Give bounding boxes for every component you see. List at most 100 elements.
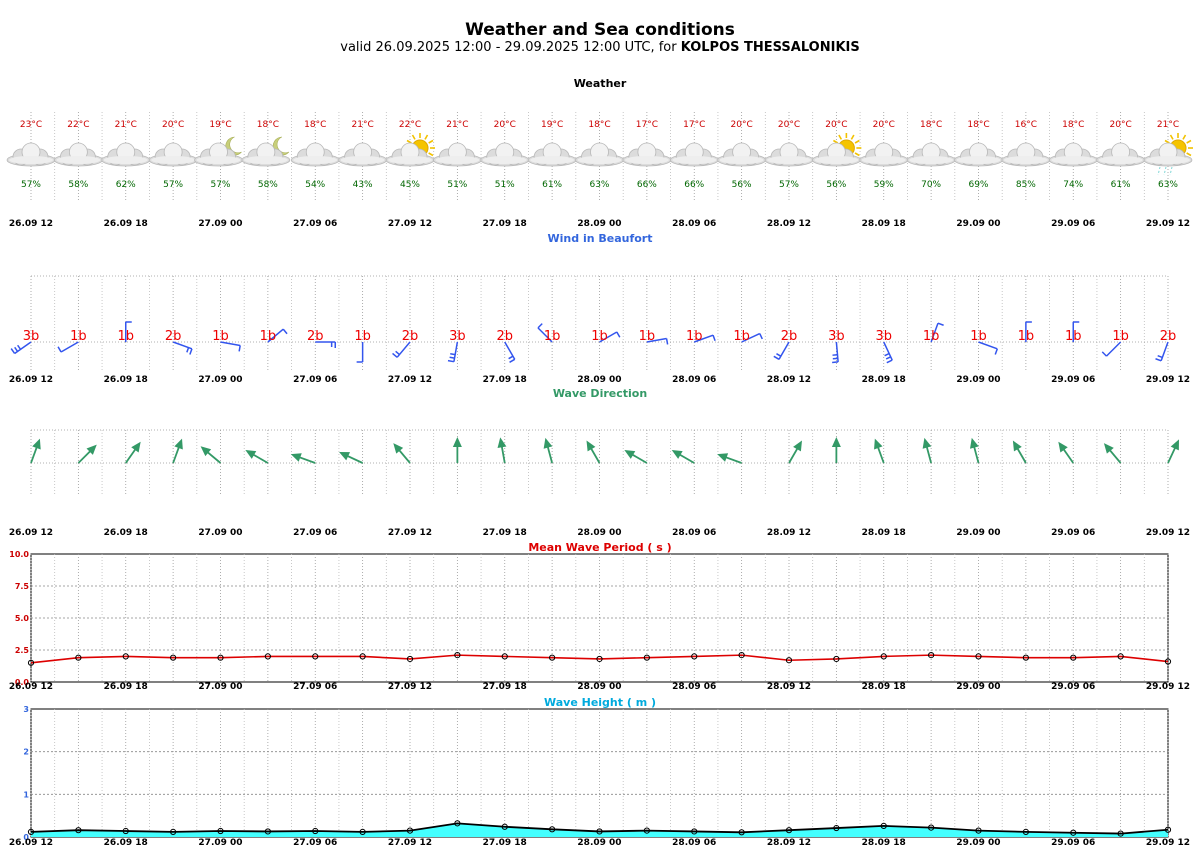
cloud-icon — [53, 142, 103, 167]
time-tick-label: 27.09 00 — [198, 528, 242, 538]
time-tick-label: 27.09 12 — [388, 682, 432, 692]
wave-direction-arrow — [125, 441, 141, 464]
humidity-label: 57% — [210, 180, 230, 190]
time-tick-label: 29.09 00 — [956, 219, 1000, 229]
time-tick-label: 28.09 18 — [862, 528, 906, 538]
time-tick-label: 28.09 06 — [672, 219, 716, 229]
data-point — [122, 827, 129, 835]
wind-barb — [741, 332, 763, 343]
time-tick-label: 28.09 00 — [577, 219, 621, 229]
data-point — [1164, 826, 1172, 833]
time-tick-label: 27.09 06 — [293, 219, 337, 229]
beaufort-label: 3b — [828, 329, 845, 344]
data-point — [27, 828, 35, 835]
weather-title: Weather — [574, 77, 627, 90]
y-tick-label: 10.0 — [9, 550, 29, 559]
y-tick-label: 0.0 — [15, 678, 30, 687]
data-point — [264, 653, 271, 660]
cloud-icon — [669, 142, 719, 167]
humidity-label: 59% — [874, 180, 894, 190]
beaufort-label: 1b — [639, 329, 656, 344]
time-tick-label: 28.09 12 — [767, 219, 811, 229]
wind-barb — [930, 322, 944, 343]
wave-direction-arrow — [624, 450, 648, 464]
time-tick-label: 26.09 12 — [9, 375, 53, 385]
beaufort-label: 1b — [923, 329, 940, 344]
location-name: KOLPOS THESSALONIKIS — [680, 40, 860, 55]
time-tick-label: 28.09 18 — [862, 682, 906, 692]
series-line — [30, 822, 1169, 835]
time-tick-label: 29.09 06 — [1051, 219, 1095, 229]
humidity-label: 56% — [732, 180, 752, 190]
y-tick-label: 0 — [23, 833, 29, 842]
temperature-label: 19°C — [209, 120, 231, 130]
temperature-label: 18°C — [967, 120, 989, 130]
time-tick-label: 29.09 00 — [956, 528, 1000, 538]
data-point — [75, 654, 82, 661]
wave-direction-arrow — [970, 437, 980, 464]
data-point — [312, 827, 319, 835]
time-tick-label: 27.09 06 — [293, 682, 337, 692]
humidity-label: 58% — [258, 180, 278, 190]
time-tick-label: 27.09 18 — [483, 219, 527, 229]
temperature-label: 21°C — [115, 120, 137, 130]
cloud-icon — [432, 142, 482, 167]
cloud-icon — [906, 142, 956, 167]
temperature-label: 20°C — [162, 120, 184, 130]
sun-cloud-icon — [385, 133, 435, 167]
time-tick-label: 26.09 18 — [104, 838, 148, 848]
wind-barb — [1101, 341, 1122, 357]
humidity-label: 51% — [495, 180, 515, 190]
cloud-icon — [1001, 142, 1051, 167]
data-point — [928, 824, 935, 831]
temperature-label: 22°C — [67, 120, 89, 130]
y-tick-label: 2.5 — [15, 646, 30, 655]
wave-direction-panel: Wave Direction 26.09 12 26.09 18 27.09 00 27… — [9, 387, 1190, 538]
wind-barb — [883, 341, 893, 364]
wind-barb — [447, 341, 459, 363]
wave-direction-arrow — [452, 437, 462, 463]
wave-period-chart: Mean Wave Period ( s ) 0.0 2.5 5.0 7.5 10.0 26… — [9, 541, 1190, 692]
data-point — [738, 652, 745, 659]
beaufort-label: 1b — [260, 329, 277, 344]
time-tick-label: 29.09 12 — [1146, 219, 1190, 229]
sun-cloud-icon — [811, 133, 862, 167]
wave-direction-arrow — [393, 443, 411, 464]
temperature-label: 18°C — [1062, 120, 1084, 130]
data-point — [359, 653, 366, 660]
data-point — [217, 827, 224, 835]
wave-direction-title: Wave Direction — [553, 387, 647, 400]
time-tick-label: 27.09 00 — [198, 219, 242, 229]
temperature-label: 20°C — [873, 120, 895, 130]
cloud-icon — [622, 142, 672, 167]
temperature-label: 20°C — [825, 120, 847, 130]
data-point — [217, 654, 224, 661]
series-line — [30, 654, 1169, 664]
y-tick-label: 7.5 — [15, 582, 30, 591]
data-point — [596, 655, 603, 663]
humidity-label: 70% — [921, 180, 941, 190]
time-tick-label: 26.09 18 — [104, 219, 148, 229]
data-point — [264, 828, 271, 835]
beaufort-label: 1b — [117, 329, 134, 344]
humidity-label: 57% — [779, 180, 799, 190]
wave-direction-arrow — [543, 437, 553, 464]
time-tick-label: 29.09 12 — [1146, 682, 1190, 692]
time-tick-label: 28.09 00 — [577, 375, 621, 385]
cloud-icon — [290, 142, 340, 167]
data-point — [596, 828, 603, 835]
cloud-icon — [764, 142, 814, 167]
temperature-label: 18°C — [304, 120, 326, 130]
time-tick-label: 28.09 18 — [862, 219, 906, 229]
humidity-label: 63% — [1158, 180, 1178, 190]
data-point — [975, 827, 982, 834]
time-tick-label: 26.09 18 — [104, 375, 148, 385]
temperature-label: 21°C — [352, 120, 374, 130]
data-point — [501, 653, 508, 660]
cloud-icon — [575, 142, 624, 167]
temperature-label: 17°C — [636, 120, 658, 130]
wave-direction-arrow — [874, 438, 885, 464]
time-tick-label: 27.09 18 — [483, 528, 527, 538]
time-tick-label: 28.09 06 — [672, 375, 716, 385]
wind-barb — [773, 341, 790, 360]
